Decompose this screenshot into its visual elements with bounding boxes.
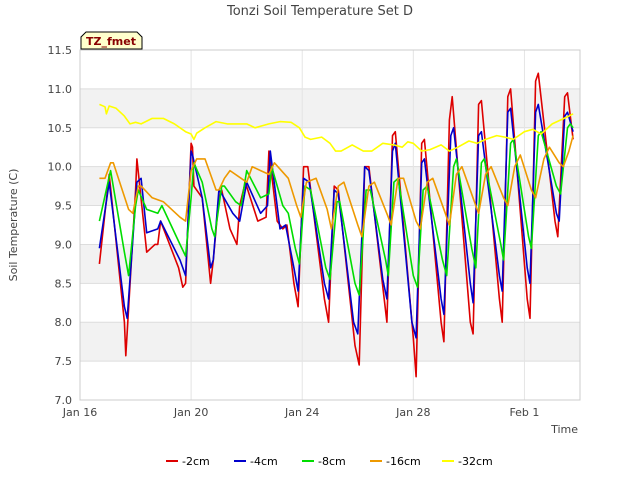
station-badge-box <box>80 31 143 50</box>
plot-band <box>80 166 580 206</box>
legend: -2cm -4cm -8cm -16cm -32cm <box>166 455 493 468</box>
legend-label: -8cm <box>318 455 346 468</box>
y-tick-label: 7.0 <box>55 394 73 407</box>
legend-label: -32cm <box>458 455 493 468</box>
chart-title: Tonzi Soil Temperature Set D <box>226 4 413 19</box>
y-tick-labels: 7.0 7.5 8.0 8.5 9.0 9.5 10.0 10.5 11.0 11.5 <box>48 44 73 407</box>
y-tick-label: 10.5 <box>48 122 73 135</box>
plot-band <box>80 88 580 128</box>
y-tick-label: 10.0 <box>48 161 73 174</box>
x-tick-labels: Jan 16 Jan 20 Jan 24 Jan 28 Feb 1 <box>62 406 540 419</box>
y-tick-label: 11.5 <box>48 44 73 57</box>
y-tick-label: 11.0 <box>48 83 73 96</box>
series-line-minus-8cm <box>98 123 574 296</box>
station-badge: TZ_fmet <box>80 31 143 50</box>
x-tick-label: Jan 24 <box>284 406 319 419</box>
legend-label: -4cm <box>250 455 278 468</box>
series-lines <box>98 72 574 378</box>
legend-label: -2cm <box>182 455 210 468</box>
y-tick-label: 8.0 <box>55 316 73 329</box>
series-line-minus-16cm <box>99 135 574 238</box>
series-line-minus-4cm <box>98 103 574 339</box>
series-line-minus-2cm <box>98 72 574 378</box>
x-tick-label: Jan 20 <box>173 406 208 419</box>
legend-label: -16cm <box>386 455 421 468</box>
x-axis-label: Time <box>550 423 578 436</box>
y-tick-label: 9.5 <box>55 200 73 213</box>
y-tick-label: 8.5 <box>55 277 73 290</box>
series-line-minus-32cm <box>99 103 574 152</box>
plot-band <box>80 322 580 362</box>
x-tick-label: Feb 1 <box>509 406 539 419</box>
x-tick-label: Jan 16 <box>62 406 97 419</box>
plot-frame <box>79 49 581 401</box>
y-tick-label: 9.0 <box>55 238 73 251</box>
plot-axes <box>79 49 581 401</box>
y-tick-label: 7.5 <box>55 355 73 368</box>
station-badge-label: TZ_fmet <box>86 35 136 48</box>
y-axis-label: Soil Temperature (C) <box>7 169 20 282</box>
x-tick-label: Jan 28 <box>395 406 430 419</box>
